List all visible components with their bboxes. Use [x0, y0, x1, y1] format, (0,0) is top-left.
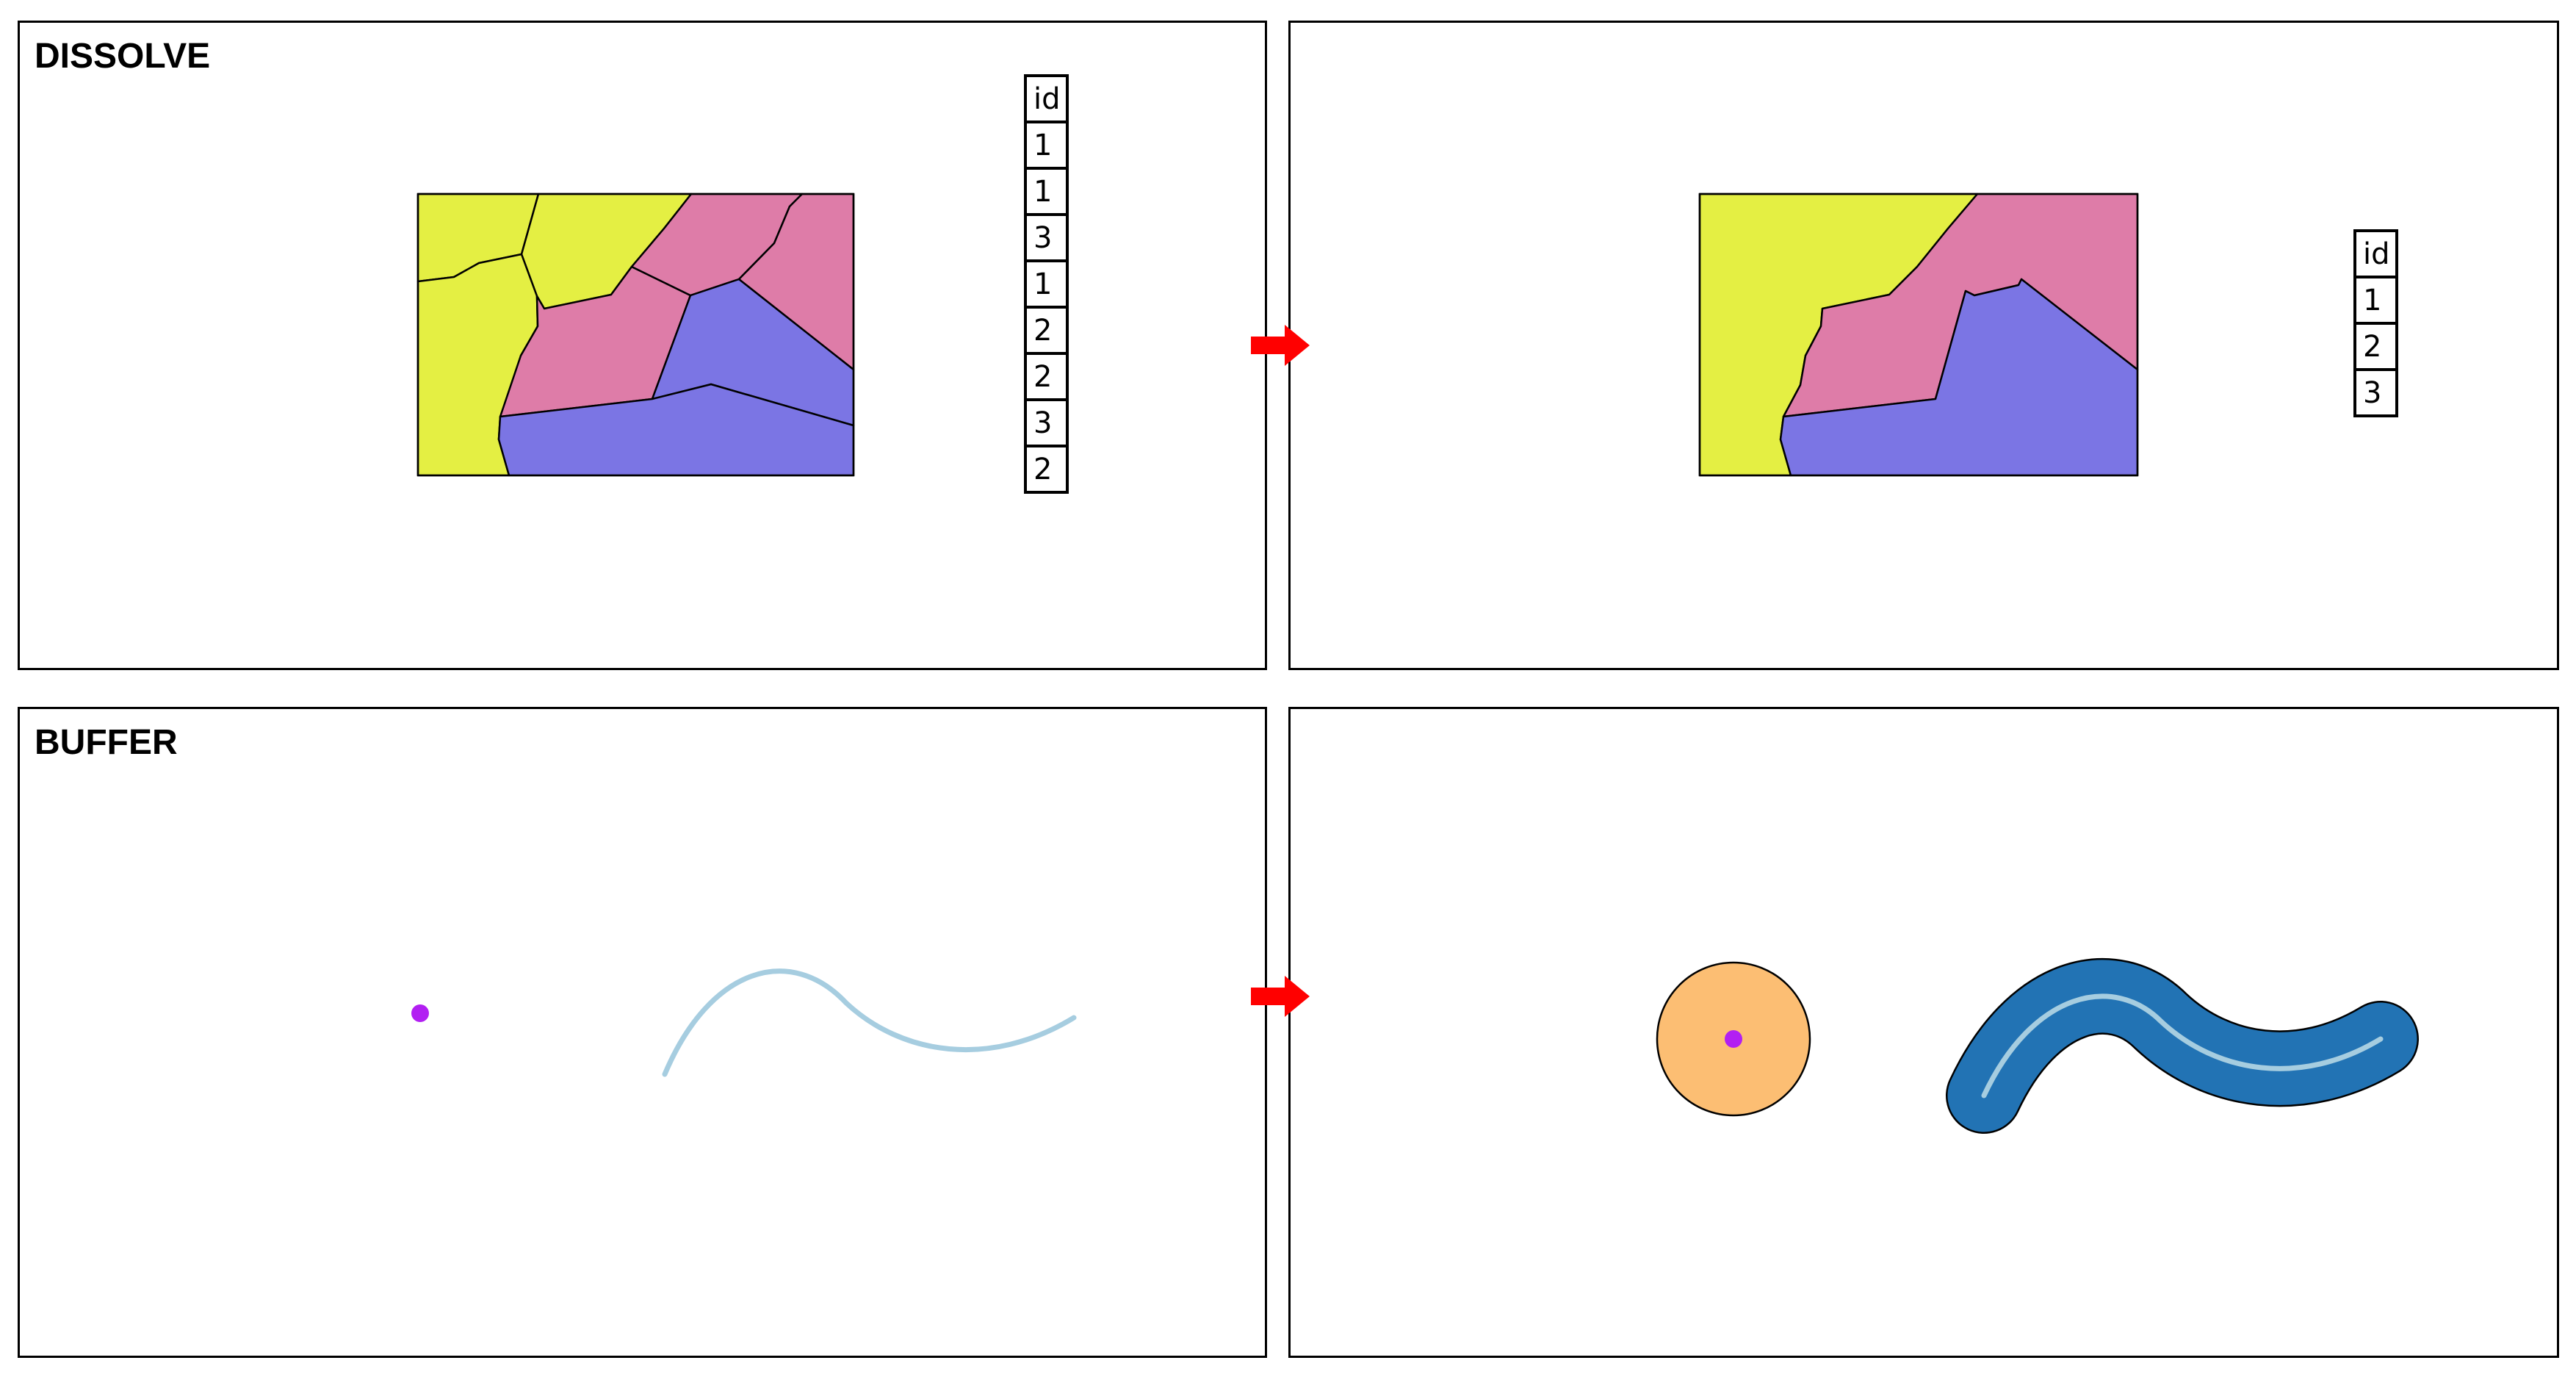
- dissolve-output-panel: id 1 2 3: [1288, 21, 2559, 670]
- table-cell: 2: [1024, 306, 1069, 355]
- table-cell: 1: [1024, 259, 1069, 309]
- dissolve-arrow-icon: [1251, 325, 1310, 366]
- table-cell: 2: [1024, 445, 1069, 494]
- buffer-input-panel: BUFFER: [18, 707, 1267, 1358]
- input-line-feature: [1981, 993, 2384, 1098]
- buffer-title: BUFFER: [35, 723, 178, 762]
- table-header-id: id: [1024, 74, 1069, 123]
- dissolve-output-attribute-table: id 1 2 3: [2353, 229, 2398, 417]
- table-cell: 3: [1024, 213, 1069, 262]
- table-header-id: id: [2353, 229, 2398, 278]
- table-cell: 1: [1024, 121, 1069, 170]
- input-point-feature: [1725, 1030, 1742, 1048]
- input-line-feature: [662, 968, 1077, 1077]
- table-cell: 3: [2353, 368, 2398, 417]
- buffer-arrow-icon: [1251, 976, 1310, 1017]
- table-cell: 2: [2353, 322, 2398, 371]
- buffer-output-panel: [1288, 707, 2559, 1358]
- dissolve-title: DISSOLVE: [35, 37, 211, 76]
- buffer-input-map: [411, 968, 1077, 1077]
- dissolve-input-extent: [416, 193, 855, 477]
- table-cell: 2: [1024, 352, 1069, 401]
- table-cell: 3: [1024, 398, 1069, 447]
- dissolve-input-map: [416, 193, 855, 477]
- dissolve-output-extent: [1698, 193, 2139, 477]
- dissolve-output-map: [1698, 193, 2139, 477]
- line-buffer-polygon: [1947, 960, 2417, 1132]
- table-cell: 1: [1024, 167, 1069, 216]
- input-point-feature: [411, 1004, 429, 1022]
- table-cell: 1: [2353, 276, 2398, 325]
- dissolve-input-attribute-table: id 1 1 3 1 2 2 3 2: [1024, 74, 1069, 494]
- buffer-output-map: [1656, 958, 2419, 1134]
- dissolve-input-panel: DISSOLVE id 1 1 3 1 2 2 3 2: [18, 21, 1267, 670]
